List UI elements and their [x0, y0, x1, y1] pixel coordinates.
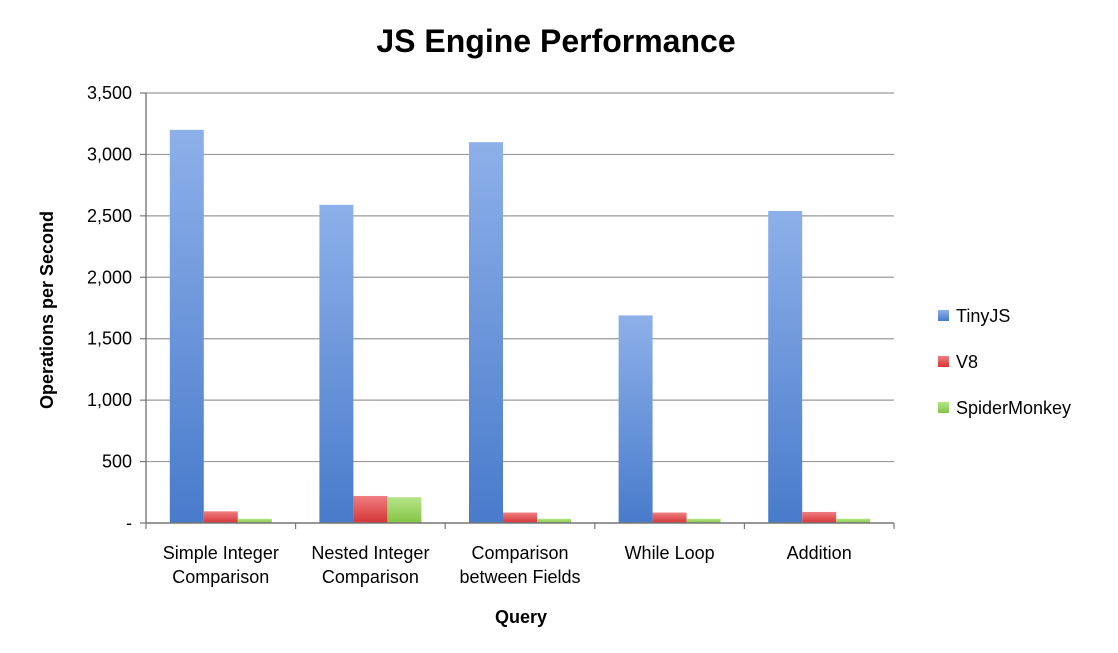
- x-tick-label: Comparison: [322, 567, 419, 587]
- bar-v8: [353, 495, 388, 523]
- legend-swatch-tinyjs: [938, 310, 949, 321]
- x-tick-label: Comparison: [172, 567, 269, 587]
- x-tick-label: Comparison: [471, 543, 568, 563]
- legend-label: SpiderMonkey: [956, 398, 1071, 418]
- gridlines: [146, 92, 894, 463]
- bar-v8: [652, 512, 687, 523]
- bar-tinyjs: [169, 129, 204, 523]
- x-tick-label: between Fields: [459, 567, 580, 587]
- axes: - 500 1,000 1,500 2,000 2,500 3,000 3,500 Simple…: [87, 83, 895, 587]
- legend-label: V8: [956, 352, 978, 372]
- y-tick-label: 500: [102, 452, 132, 472]
- bar-spidermonkey: [836, 518, 871, 523]
- bar-tinyjs: [319, 204, 354, 524]
- y-tick-label: 1,500: [87, 329, 132, 349]
- x-tick-label: Simple Integer: [163, 543, 279, 563]
- x-tick-label: Nested Integer: [311, 543, 429, 563]
- x-axis-title: Query: [495, 607, 547, 627]
- chart-title: JS Engine Performance: [376, 23, 735, 59]
- legend-swatch-v8: [938, 356, 949, 367]
- y-tick-label: 1,000: [87, 390, 132, 410]
- x-tick-label: While Loop: [625, 543, 715, 563]
- bar-spidermonkey: [686, 518, 721, 523]
- bar-tinyjs: [469, 142, 503, 523]
- y-tick-label: 3,500: [87, 83, 132, 103]
- legend: TinyJS V8 SpiderMonkey: [938, 306, 1071, 418]
- bar-spidermonkey: [237, 518, 272, 523]
- bars: [169, 129, 871, 524]
- legend-label: TinyJS: [956, 306, 1010, 326]
- bar-v8: [203, 511, 238, 523]
- y-tick-label: -: [126, 513, 132, 533]
- y-tick-label: 2,000: [87, 267, 132, 287]
- bar-v8: [503, 512, 537, 523]
- bar-tinyjs: [618, 315, 653, 523]
- bar-spidermonkey: [387, 497, 422, 523]
- y-tick-label: 2,500: [87, 206, 132, 226]
- bar-v8: [802, 511, 837, 523]
- legend-swatch-spidermonkey: [938, 402, 949, 413]
- x-tick-label: Addition: [787, 543, 852, 563]
- y-axis-title: Operations per Second: [37, 211, 57, 409]
- bar-tinyjs: [768, 210, 803, 523]
- bar-spidermonkey: [537, 518, 571, 523]
- y-tick-label: 3,000: [87, 144, 132, 164]
